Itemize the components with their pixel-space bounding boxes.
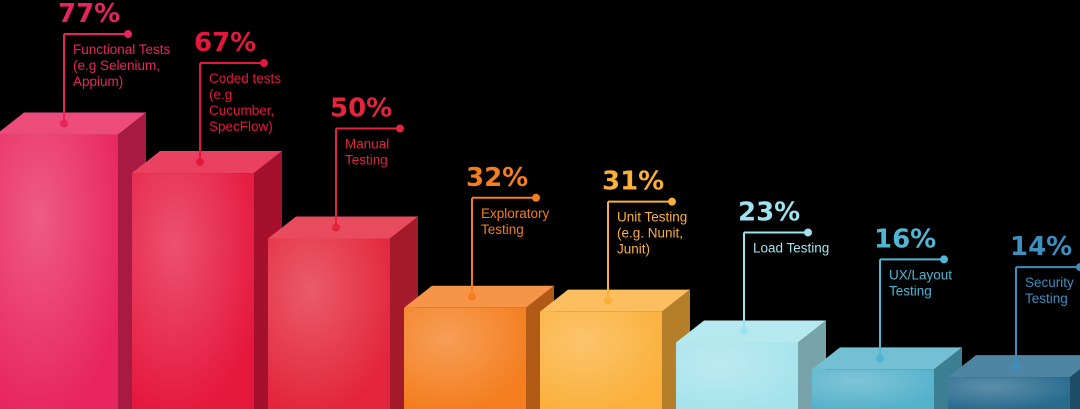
bar-7 — [812, 347, 962, 409]
value-label: 77% — [58, 0, 120, 29]
category-label-line: Testing — [1025, 291, 1068, 306]
annotations-group: 77% Functional Tests(e.g Selenium,Appium)… — [58, 0, 1080, 371]
category-label-line: Load Testing — [753, 240, 829, 255]
category-label-line: UX/Layout — [889, 267, 952, 282]
bar-2 — [132, 151, 282, 409]
value-label: 14% — [1010, 232, 1072, 262]
bar-8 — [948, 355, 1080, 409]
leader-dot-bottom — [740, 327, 748, 336]
bar-1 — [0, 112, 146, 409]
bar-front-face — [812, 369, 934, 409]
bar-top-face — [812, 347, 962, 370]
leader-dot-top — [940, 255, 948, 264]
leader-dot-bottom — [332, 223, 340, 232]
category-label-line: Testing — [889, 283, 932, 298]
bar-front-face — [404, 307, 526, 409]
leader-dot-bottom — [1012, 362, 1020, 371]
leader-dot-bottom — [60, 119, 68, 128]
category-label-line: Testing — [481, 222, 524, 237]
bar-6 — [676, 320, 826, 409]
value-label: 50% — [330, 94, 392, 124]
leader-dot-top — [124, 30, 132, 38]
leader-dot-top — [668, 197, 676, 206]
category-label-line: Cucumber, — [209, 103, 274, 118]
category-label-line: Unit Testing — [617, 210, 687, 225]
category-label-line: Junit) — [617, 242, 650, 257]
bar-front-face — [0, 134, 118, 409]
value-label: 16% — [874, 224, 936, 254]
bar-front-face — [676, 342, 798, 409]
bar-top-face — [0, 112, 146, 135]
leader-dot-bottom — [468, 292, 476, 301]
leader-dot-top — [396, 124, 404, 133]
bar-top-face — [132, 151, 282, 174]
annotation-5: 31% Unit Testing(e.g. Nunit,Junit) — [602, 167, 687, 305]
category-label-line: (e.g — [209, 87, 232, 102]
leader-dot-top — [260, 59, 268, 68]
bar-front-face — [948, 377, 1070, 409]
bar-side-face — [1070, 369, 1080, 409]
bar-top-face — [540, 289, 690, 312]
category-label-line: (e.g Selenium, — [73, 58, 160, 73]
leader-dot-bottom — [604, 296, 612, 305]
value-label: 32% — [466, 163, 528, 193]
bar-front-face — [540, 311, 662, 409]
leader-dot-top — [804, 228, 812, 237]
bar-top-face — [404, 285, 554, 308]
leader-dot-bottom — [196, 158, 204, 167]
value-label: 67% — [194, 28, 256, 58]
annotation-6: 23% Load Testing — [738, 197, 829, 336]
bar-4 — [404, 285, 554, 409]
category-label-line: Appium) — [73, 74, 123, 89]
bar-5 — [540, 289, 690, 409]
value-label: 31% — [602, 167, 664, 197]
category-label-line: Security — [1025, 275, 1074, 290]
leader-dot-top — [1076, 263, 1080, 272]
bar-top-face — [676, 320, 826, 343]
category-label-line: Functional Tests — [73, 42, 171, 57]
leader-dot-bottom — [876, 354, 884, 363]
category-label-line: SpecFlow) — [209, 119, 273, 134]
bar-3 — [268, 216, 418, 409]
category-label-line: Exploratory — [481, 206, 550, 221]
category-label-line: Coded tests — [209, 71, 281, 86]
category-label-line: Manual — [345, 137, 389, 152]
leader-dot-top — [532, 193, 540, 202]
annotation-1: 77% Functional Tests(e.g Selenium,Appium) — [58, 0, 171, 128]
bar-front-face — [268, 238, 390, 409]
bar-front-face — [132, 173, 254, 409]
value-label: 23% — [738, 197, 800, 227]
category-label-line: (e.g. Nunit, — [617, 226, 683, 241]
bar-top-face — [268, 216, 418, 239]
category-label-line: Testing — [345, 153, 388, 168]
bars-group — [0, 112, 1080, 409]
